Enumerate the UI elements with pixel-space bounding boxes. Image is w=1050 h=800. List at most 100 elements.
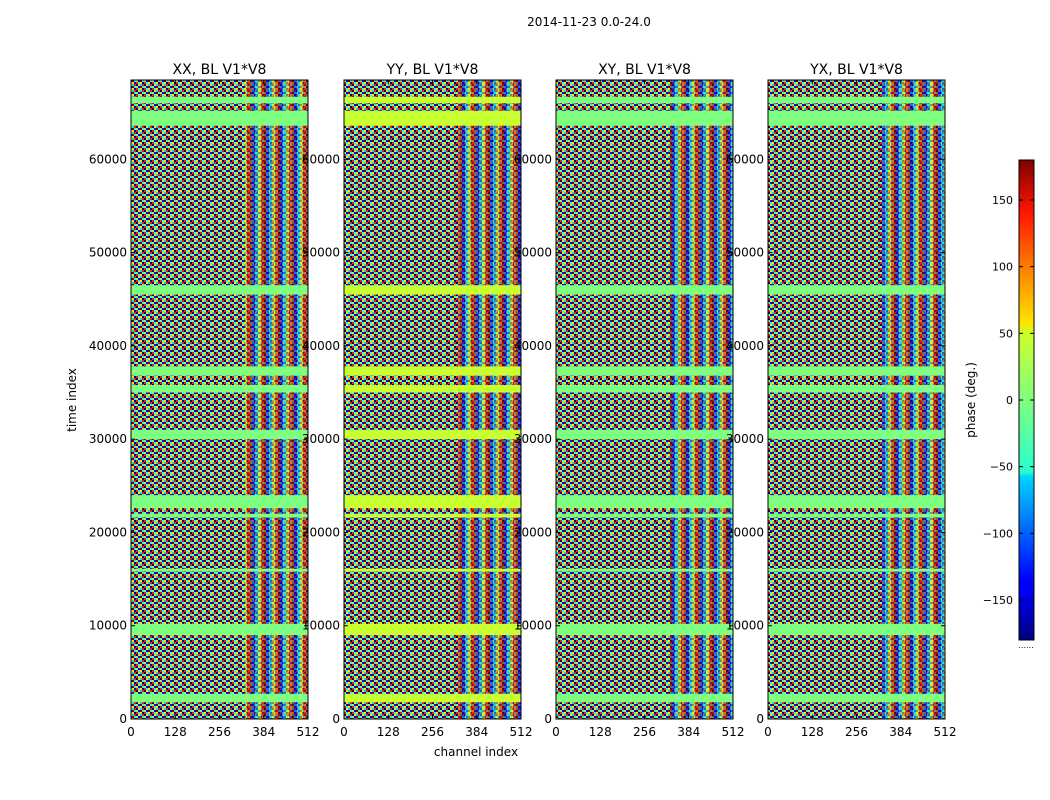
y-tick-label: 60000 [89,152,127,166]
flagged-band [131,366,308,376]
x-tick-label: 512 [934,725,957,739]
flagged-band [768,366,945,376]
y-tick-label: 40000 [89,339,127,353]
flagged-band [131,693,308,703]
flagged-band [768,385,945,393]
x-tick-label: 512 [722,725,745,739]
flagged-band [556,110,733,126]
x-axis-label: channel index [434,745,518,759]
y-tick-label: 0 [332,712,340,726]
flagged-band [344,366,521,376]
flagged-band [131,568,308,572]
panel-title: YY, BL V1*V8 [386,62,479,78]
flagged-band [556,568,733,572]
flagged-band [344,96,521,104]
panel-title: YX, BL V1*V8 [809,62,903,78]
x-tick-label: 256 [421,725,444,739]
flagged-band [556,96,733,104]
y-tick-label: 10000 [726,619,764,633]
colorbar-tick-label: −100 [983,527,1013,540]
y-tick-label: 30000 [726,432,764,446]
panel-title: XY, BL V1*V8 [598,62,691,78]
flagged-band [131,110,308,126]
y-tick-label: 40000 [302,339,340,353]
y-tick-label: 50000 [726,246,764,260]
flagged-band [768,110,945,126]
x-tick-label: 0 [552,725,560,739]
flagged-band [344,513,521,518]
flagged-band [768,693,945,703]
y-tick-label: 60000 [302,152,340,166]
flagged-band [768,96,945,104]
panel-2: YY, BL V1*V8 0 128 256 384 512 0 10000 20000 3000… [302,62,533,739]
y-tick-label: 0 [756,712,764,726]
y-tick-label: 30000 [302,432,340,446]
flagged-band [131,495,308,509]
flagged-band [768,495,945,509]
y-tick-label: 60000 [726,152,764,166]
flagged-band [556,429,733,440]
panel-4: YX, BL V1*V8 0 128 256 384 512 0 10000 20000 3000… [726,62,957,739]
y-tick-label: 20000 [514,525,552,539]
x-tick-label: 128 [377,725,400,739]
colorbar-tick-label: 150 [992,194,1013,207]
colorbar-tick-label: 0 [1006,394,1013,407]
flagged-band [131,285,308,295]
colorbar-tick-label: −50 [990,461,1013,474]
heatmap-fringes [458,80,521,719]
flagged-band [344,385,521,393]
x-tick-label: 128 [801,725,824,739]
colorbar-tick-label: −150 [983,594,1013,607]
colorbar-label: phase (deg.) [964,362,978,438]
heatmap-fringes [245,80,308,719]
flagged-band [768,568,945,572]
x-tick-label: 384 [677,725,700,739]
x-tick-label: 384 [889,725,912,739]
flagged-band [556,513,733,518]
y-tick-label: 50000 [89,246,127,260]
flagged-band [768,429,945,440]
flagged-band [131,429,308,440]
flagged-band [131,96,308,104]
panel-title: XX, BL V1*V8 [173,62,267,78]
x-tick-label: 384 [252,725,275,739]
flagged-band [556,693,733,703]
flagged-band [556,385,733,393]
x-tick-label: 512 [510,725,533,739]
y-tick-label: 0 [119,712,127,726]
x-tick-label: 0 [127,725,135,739]
flagged-band [344,110,521,126]
y-tick-label: 0 [544,712,552,726]
y-tick-label: 40000 [514,339,552,353]
y-tick-label: 20000 [89,525,127,539]
x-tick-label: 384 [465,725,488,739]
x-tick-label: 128 [164,725,187,739]
y-tick-label: 10000 [514,619,552,633]
x-tick-label: 256 [845,725,868,739]
panel-3: XY, BL V1*V8 0 128 256 384 512 0 10000 20000 3000… [514,62,745,739]
panel-1: XX, BL V1*V8 0 128 256 384 512 0 10000 20000 3000… [89,62,320,739]
figure-suptitle: 2014-11-23 0.0-24.0 [527,15,651,29]
flagged-band [344,495,521,509]
y-tick-label: 30000 [89,432,127,446]
y-axis-label: time index [65,368,79,432]
x-tick-label: 512 [297,725,320,739]
y-tick-label: 30000 [514,432,552,446]
y-tick-label: 50000 [302,246,340,260]
heatmap-fringes [882,80,945,719]
flagged-band [131,385,308,393]
flagged-band [344,285,521,295]
flagged-band [131,623,308,636]
flagged-band [344,623,521,636]
y-tick-label: 50000 [514,246,552,260]
colorbar-note: ...... [1018,641,1033,650]
colorbar: −150 −100 −50 0 50 100 150 phase (deg.) ...... [964,159,1035,650]
flagged-band [768,513,945,518]
y-tick-label: 60000 [514,152,552,166]
y-tick-label: 10000 [302,619,340,633]
flagged-band [344,429,521,440]
flagged-band [556,623,733,636]
flagged-band [556,366,733,376]
flagged-band [344,568,521,572]
